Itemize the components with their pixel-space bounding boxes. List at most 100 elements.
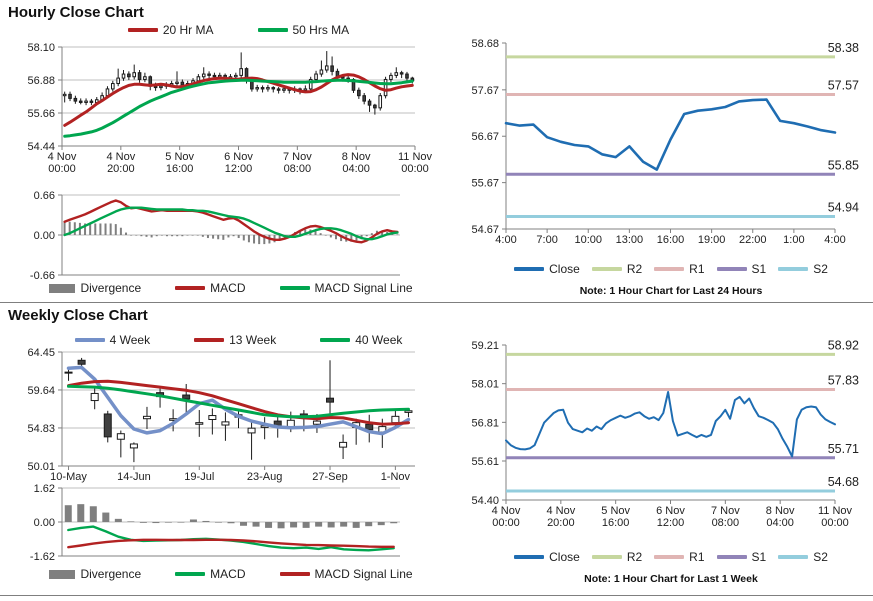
candle-body — [195, 422, 204, 425]
candle-body — [399, 72, 404, 75]
candle-body — [84, 100, 88, 103]
divergence-bar — [227, 235, 230, 238]
divergence-bar — [63, 221, 66, 235]
legend-label: S2 — [813, 262, 828, 276]
x-tick-label: 1:00 — [783, 234, 804, 246]
level-label-s2: 54.94 — [828, 200, 859, 214]
weekly-section-title: Weekly Close Chart — [8, 307, 148, 324]
legend-swatch — [194, 338, 225, 342]
legend-swatch — [257, 28, 288, 32]
legend-label: R1 — [689, 550, 705, 564]
legend-item: MACD — [175, 567, 246, 581]
candle-body — [116, 433, 125, 440]
y-tick-label: 1.62 — [34, 483, 55, 495]
divergence-bar — [263, 235, 266, 245]
legend-swatch — [320, 338, 351, 342]
candle-body — [78, 100, 83, 103]
x-tick-label: 27-Sep — [312, 471, 347, 483]
candle-body — [208, 415, 217, 421]
legend-label: 50 Hrs MA — [292, 23, 350, 37]
legend-item: Close — [514, 262, 580, 276]
y-tick-label: 54.67 — [471, 224, 499, 236]
x-tick-label: 04:00 — [766, 517, 794, 529]
divergence-bar — [377, 522, 385, 526]
divergence-bar — [201, 235, 204, 237]
candle-body — [330, 65, 334, 72]
legend-item: S2 — [778, 550, 828, 564]
series-50-hrs-ma — [63, 78, 414, 138]
y-tick-label: 54.44 — [27, 141, 55, 153]
candle-body — [212, 74, 217, 78]
divergence-bar — [329, 235, 332, 238]
divergence-bar — [217, 235, 220, 240]
y-tick-label: 58.68 — [471, 38, 499, 50]
divergence-bar — [334, 235, 337, 240]
divergence-bar — [315, 522, 323, 527]
legend-swatch — [591, 267, 622, 271]
candle-body — [77, 359, 86, 365]
hourly-section-title: Hourly Close Chart — [8, 4, 144, 21]
divergence-bar — [89, 223, 92, 235]
candle-body — [255, 87, 260, 90]
legend-swatch — [514, 555, 545, 559]
legend-item: 13 Week — [194, 333, 276, 347]
series-13-week — [67, 379, 410, 426]
legend-swatch — [175, 572, 206, 576]
candle-body — [68, 93, 72, 99]
divergence-bar — [227, 522, 235, 524]
divergence-bar — [119, 227, 122, 235]
legend-item: R1 — [654, 262, 705, 276]
legend-swatch — [654, 555, 685, 559]
candle-body — [260, 87, 265, 90]
candle-body — [111, 83, 115, 90]
hourly-price-legend: 20 Hr MA 50 Hrs MA — [62, 23, 415, 37]
y-tick-label: 55.61 — [471, 456, 499, 468]
series-40-week — [67, 384, 410, 419]
candle-body — [201, 73, 206, 78]
x-tick-label: 1-Nov — [381, 471, 411, 483]
hourly-pivot-legend: Close R2 R1 S1 S2 — [496, 262, 846, 276]
x-tick-label: 19:00 — [698, 234, 726, 246]
candle-body — [103, 413, 112, 438]
candle-body — [308, 78, 313, 90]
divergence-bar — [277, 522, 285, 529]
divergence-bar — [304, 229, 307, 235]
y-tick-label: 0.66 — [34, 190, 55, 202]
y-tick-label: 55.67 — [471, 178, 499, 190]
divergence-bar — [314, 230, 317, 235]
x-tick-label: 7:00 — [536, 234, 557, 246]
legend-swatch — [279, 286, 310, 290]
x-tick-label: 6 Nov — [656, 505, 685, 517]
candle-body — [394, 72, 399, 76]
divergence-bar — [189, 519, 197, 522]
x-tick-label: 20:00 — [107, 163, 135, 175]
divergence-bar — [319, 233, 322, 235]
legend-label: R2 — [626, 550, 643, 564]
y-tick-label: 57.67 — [471, 85, 499, 97]
divergence-bar — [140, 235, 143, 237]
candle-body — [319, 69, 324, 75]
level-label-s1: 55.85 — [828, 158, 859, 172]
candle-body — [64, 371, 73, 374]
legend-swatch — [49, 569, 76, 579]
divergence-bar — [288, 235, 291, 236]
level-label-r1: 57.83 — [828, 373, 859, 387]
y-tick-label: 64.45 — [27, 347, 55, 359]
divergence-bar — [253, 235, 256, 244]
level-label-r2: 58.38 — [828, 41, 859, 55]
legend-item: S1 — [716, 550, 766, 564]
legend-swatch — [778, 555, 809, 559]
divergence-bar — [160, 235, 163, 236]
divergence-bar — [381, 230, 384, 235]
x-tick-label: 7 Nov — [711, 505, 740, 517]
legend-item: Close — [514, 550, 580, 564]
x-tick-label: 08:00 — [712, 517, 740, 529]
legend-label: MACD Signal Line — [314, 281, 413, 295]
divergence-bar — [340, 522, 348, 527]
y-tick-label: -0.66 — [30, 270, 55, 282]
x-tick-label: 12:00 — [657, 517, 685, 529]
level-label-r1: 57.57 — [828, 78, 859, 92]
candle-body — [303, 88, 308, 91]
